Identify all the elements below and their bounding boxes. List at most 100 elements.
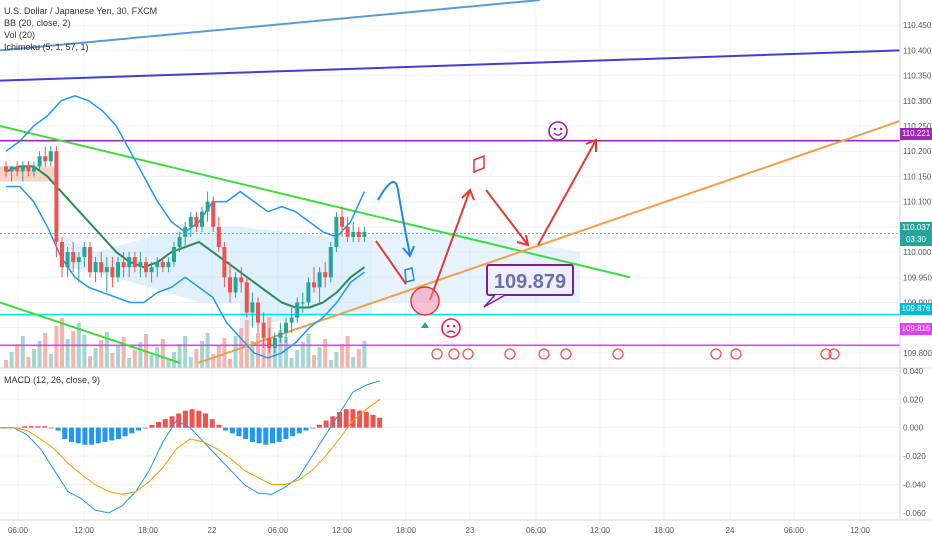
candle-body [295, 302, 300, 318]
time-tick-label: 06:00 [784, 526, 805, 535]
arrowhead [516, 234, 530, 247]
macd-bar [102, 427, 108, 442]
candle-body [15, 166, 20, 172]
candle-body [155, 262, 160, 268]
target-circle [410, 286, 440, 316]
event-icon [820, 348, 832, 360]
sad-face-icon-mouth [446, 330, 456, 334]
macd-bar [55, 427, 61, 431]
sad-face-icon-eye [452, 324, 456, 328]
candle-body [289, 317, 294, 323]
volume-bar [54, 326, 59, 368]
macd-bar [209, 419, 215, 428]
candle-body [43, 156, 48, 162]
candle-body [4, 166, 8, 172]
candle-body [356, 231, 361, 237]
candle-body [60, 241, 64, 268]
time-tick-label: 06:00 [526, 526, 547, 535]
volume-bar [20, 336, 25, 368]
volume-bar [48, 354, 53, 368]
volume-bar [345, 336, 350, 368]
candle-body [116, 262, 120, 278]
volume-bar [149, 355, 154, 368]
volume-bar [93, 348, 98, 368]
macd-bar [249, 427, 255, 442]
time-tick-label: 06:00 [8, 526, 29, 535]
up-marker [421, 322, 429, 328]
macd-bar [216, 424, 222, 428]
event-icon [828, 348, 840, 360]
candle-body [188, 216, 193, 227]
candle-body [216, 226, 221, 248]
price-tag-cyan: 109.876 [900, 303, 932, 315]
candle-body [228, 277, 232, 293]
candle-body [65, 252, 70, 268]
candle-body [300, 302, 305, 304]
candle-body [239, 277, 244, 283]
macd-bar [377, 417, 383, 428]
candle-body [99, 262, 104, 273]
time-tick-label: 12:00 [590, 526, 611, 535]
arrowhead [585, 138, 597, 152]
macd-bar [22, 426, 28, 428]
volume-bar [323, 339, 328, 368]
time-tick-label: 12:00 [850, 526, 871, 535]
sad-face-icon [441, 318, 461, 338]
volume-bar [194, 349, 199, 368]
candle-body [222, 247, 227, 278]
signal-line [0, 398, 381, 495]
candle-body [200, 211, 204, 227]
callout-box [486, 264, 574, 296]
macd-bar [189, 409, 195, 428]
candle-body [138, 262, 143, 268]
price-tag-resistance: 110.221 [900, 128, 932, 140]
candle-body [306, 282, 311, 303]
macd-bar [28, 426, 34, 428]
candle-body [362, 231, 367, 237]
candle-body [334, 216, 339, 248]
macd-bar [236, 427, 242, 437]
macd-bar [42, 426, 48, 428]
candle-body [205, 201, 210, 212]
price-tick-label: 110.250 [903, 122, 932, 131]
macd-bar [276, 427, 282, 442]
callout-pointer [483, 294, 506, 308]
volume-bar [166, 360, 171, 368]
forecast-arrow [537, 139, 597, 246]
volume-bar [71, 331, 76, 368]
candle-body [172, 247, 176, 263]
time-tick-label: 24 [726, 526, 735, 535]
candle-body [37, 156, 42, 167]
volume-bar [289, 358, 294, 368]
volume-bar [32, 349, 36, 368]
indicator-vol-label: Vol (20) [4, 30, 36, 40]
hand-up-icon [404, 267, 415, 283]
volume-bar [43, 333, 48, 368]
candle-body [48, 151, 53, 162]
volume-bar [328, 360, 333, 368]
candle-body [256, 302, 260, 323]
volume-bar [216, 346, 221, 368]
arrowhead [402, 245, 415, 258]
forecast-arrow [429, 189, 471, 301]
ichimoku-cloud-b [240, 226, 372, 328]
price-tick-label: 110.450 [903, 21, 932, 30]
macd-bar [149, 424, 155, 428]
indicator-ichimoku-label: Ichimoku (5, 1, 57, 1) [4, 42, 89, 52]
candle-body [272, 337, 277, 348]
macd-bar [330, 416, 336, 428]
trendline [0, 0, 541, 52]
arrowhead [461, 188, 475, 201]
macd-bar [363, 412, 369, 428]
macd-bar [203, 413, 208, 428]
price-tick-label: 110.350 [903, 72, 932, 81]
event-icon [560, 348, 572, 360]
macd-bar [303, 427, 309, 431]
candle-body [183, 226, 188, 237]
volume-bar [116, 345, 120, 368]
candle-body [82, 247, 87, 258]
macd-bar [357, 410, 363, 428]
macd-bar [35, 426, 41, 428]
macd-bar [256, 427, 262, 444]
